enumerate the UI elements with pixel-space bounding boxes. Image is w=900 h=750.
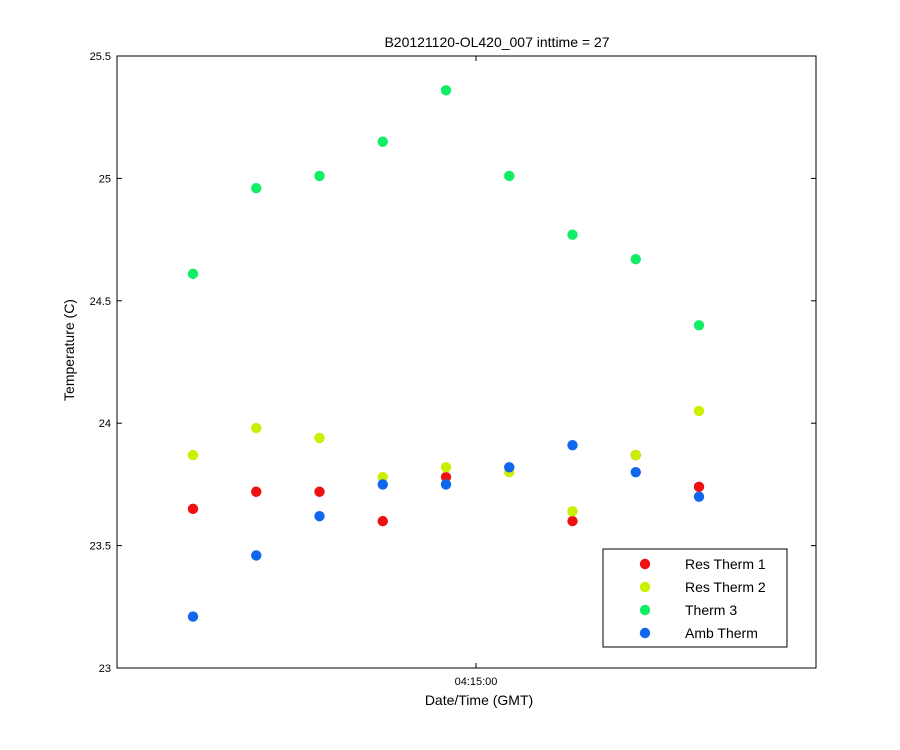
legend-marker (639, 604, 651, 616)
data-point (377, 136, 388, 147)
data-point (440, 479, 452, 490)
x-axis: 04:15:00 (455, 56, 498, 688)
data-point (377, 479, 388, 490)
legend-marker (639, 558, 651, 570)
data-point (630, 449, 641, 461)
data-point (693, 481, 705, 493)
data-point (187, 503, 199, 515)
chart-title: B20121120-OL420_007 inttime = 27 (384, 34, 609, 50)
y-tick-label: 24 (99, 418, 111, 430)
data-point (251, 422, 262, 434)
data-point (314, 170, 325, 182)
data-point (567, 440, 578, 451)
legend-label: Amb Therm (685, 625, 758, 641)
legend-label: Res Therm 2 (685, 579, 766, 595)
data-point (440, 471, 452, 483)
data-point (693, 320, 705, 331)
y-axis-label: Temperature (C) (61, 299, 77, 401)
data-point (314, 432, 325, 444)
data-point (251, 182, 262, 194)
data-point (504, 170, 515, 182)
data-point (187, 611, 199, 622)
data-point (693, 405, 705, 417)
x-tick-label: 04:15:00 (455, 676, 498, 688)
data-point (377, 515, 388, 527)
y-tick-label: 25.5 (90, 51, 111, 63)
legend-item: Res Therm 1 (639, 556, 766, 572)
legend-label: Res Therm 1 (685, 556, 766, 572)
data-point (630, 466, 641, 478)
data-point (630, 253, 641, 265)
data-point (567, 229, 578, 240)
data-point (693, 491, 705, 502)
data-point (440, 462, 452, 473)
y-tick-label: 23.5 (90, 541, 111, 553)
y-tick-label: 24.5 (90, 296, 111, 308)
data-point (251, 550, 262, 561)
data-points (187, 85, 705, 622)
legend-marker (639, 581, 651, 593)
legend-item: Amb Therm (639, 625, 758, 641)
y-axis: 23 23.5 24 24.5 25 25.5 (90, 51, 816, 675)
data-point (567, 515, 578, 527)
legend-item: Res Therm 2 (639, 579, 766, 595)
y-tick-label: 25 (99, 173, 111, 185)
data-point (187, 449, 199, 461)
legend-marker (639, 627, 651, 639)
legend: Res Therm 1 Res Therm 2 Therm 3 Amb Therm (602, 548, 788, 648)
data-point (314, 486, 325, 497)
y-tick-label: 23 (99, 663, 111, 675)
series-amb-therm (187, 440, 705, 622)
data-point (377, 471, 388, 483)
data-point (504, 462, 515, 473)
data-point (314, 511, 325, 522)
data-point (251, 486, 262, 497)
legend-label: Therm 3 (685, 602, 737, 618)
legend-box (602, 548, 788, 648)
data-point (187, 268, 199, 280)
x-axis-label: Date/Time (GMT) (425, 692, 533, 708)
series-therm-3 (187, 85, 705, 331)
data-point (440, 85, 452, 96)
legend-item: Therm 3 (639, 602, 737, 618)
data-point (567, 506, 578, 517)
